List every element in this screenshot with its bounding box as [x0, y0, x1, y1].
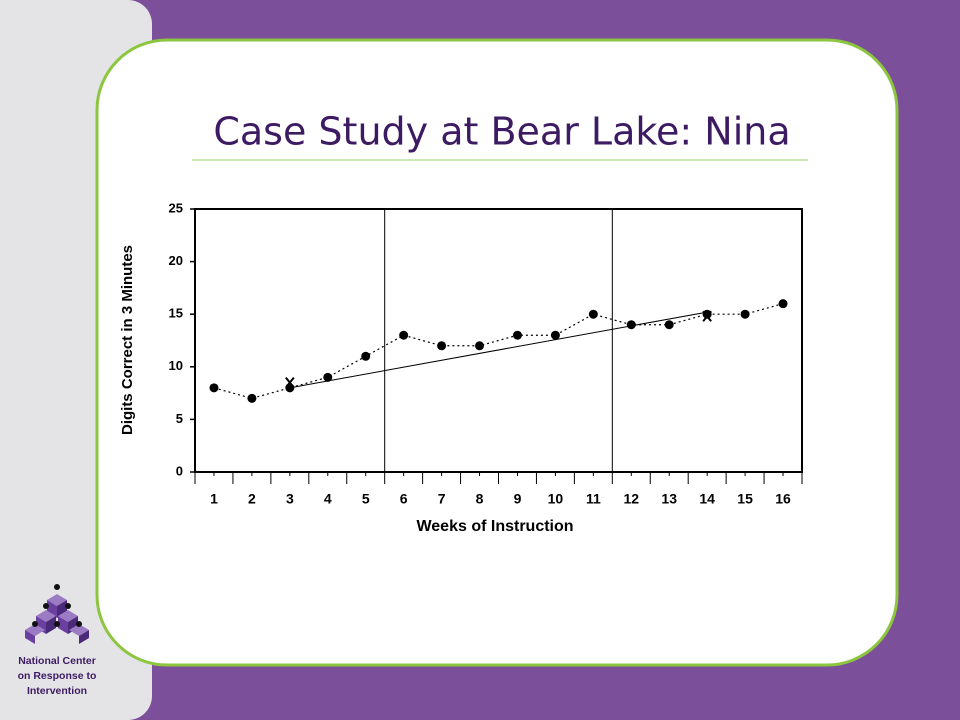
content-card	[95, 38, 899, 667]
data-point	[209, 383, 219, 393]
x-tick-label: 10	[548, 491, 564, 507]
logo	[25, 584, 89, 644]
x-tick-label: 13	[661, 491, 677, 507]
logo-text: National Center	[18, 655, 96, 667]
x-tick-label: 15	[737, 491, 753, 507]
data-point	[475, 341, 485, 351]
data-point	[740, 309, 750, 319]
x-tick-label: 14	[699, 491, 715, 507]
data-point	[626, 320, 636, 330]
data-point	[550, 330, 560, 340]
slide-title: Case Study at Bear Lake: Nina	[213, 110, 790, 154]
data-point	[437, 341, 447, 351]
x-tick-label: 3	[286, 491, 294, 507]
x-tick-label: 5	[362, 491, 370, 507]
x-tick-label: 7	[438, 491, 446, 507]
y-tick-label: 10	[169, 358, 183, 373]
data-point	[664, 320, 674, 330]
y-tick-label: 5	[176, 411, 183, 426]
x-tick-label: 8	[476, 491, 484, 507]
y-tick-label: 0	[176, 463, 183, 478]
x-tick-label: 2	[248, 491, 256, 507]
logo-text: on Response to	[18, 670, 97, 682]
x-tick-label: 11	[586, 491, 601, 507]
data-point	[361, 351, 371, 361]
aim-point	[285, 376, 295, 389]
data-point	[323, 372, 333, 382]
x-axis-label: Weeks of Instruction	[416, 518, 573, 535]
y-axis-label: Digits Correct in 3 Minutes	[119, 245, 136, 435]
data-point	[512, 330, 522, 340]
x-tick-label: 12	[623, 491, 639, 507]
data-point	[588, 309, 598, 319]
data-line	[213, 303, 784, 399]
y-tick-label: 20	[169, 253, 183, 268]
x-tick-label: 9	[514, 491, 522, 507]
x-tick-label: 16	[775, 491, 791, 507]
logo-text: Intervention	[27, 685, 87, 697]
x-tick-label: 4	[324, 491, 332, 507]
y-tick-label: 25	[169, 200, 183, 215]
x-tick-label: 6	[400, 491, 408, 507]
aim-point	[702, 310, 712, 322]
data-point	[399, 330, 409, 340]
y-tick-label: 15	[169, 306, 183, 321]
trend-line	[289, 311, 708, 389]
data-point	[247, 393, 257, 403]
data-point	[778, 299, 788, 309]
x-tick-label: 1	[210, 491, 218, 507]
